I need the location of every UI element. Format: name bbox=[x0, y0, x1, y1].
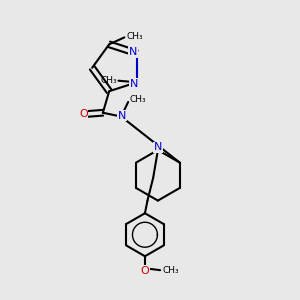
Text: CH₃: CH₃ bbox=[126, 32, 143, 40]
Text: N: N bbox=[129, 47, 137, 57]
Text: CH₃: CH₃ bbox=[162, 266, 178, 275]
Text: N: N bbox=[129, 79, 138, 88]
Text: CH₃: CH₃ bbox=[100, 76, 117, 85]
Text: CH₃: CH₃ bbox=[129, 95, 146, 104]
Text: N: N bbox=[118, 111, 126, 121]
Text: N: N bbox=[154, 142, 162, 152]
Text: O: O bbox=[79, 109, 88, 119]
Text: O: O bbox=[141, 266, 149, 276]
